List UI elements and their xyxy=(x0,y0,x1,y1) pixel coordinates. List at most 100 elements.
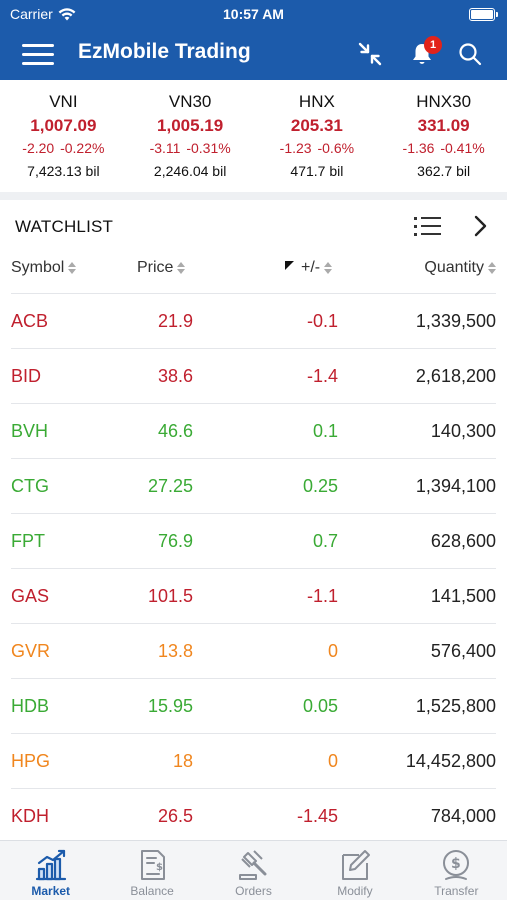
index-volume: 2,246.04 bil xyxy=(153,163,227,179)
index-vni[interactable]: VNI 1,007.09 -2.20 -0.22% 7,423.13 bil xyxy=(0,80,127,192)
index-change: -1.23 -0.6% xyxy=(254,140,381,156)
row-quantity: 2,618,200 xyxy=(415,366,496,386)
index-change-points: -1.36 xyxy=(402,140,435,156)
dollar-transfer-icon: $ xyxy=(443,850,470,880)
watchlist-row-ctg[interactable]: CTG 27.25 0.25 1,394,100 xyxy=(11,459,496,514)
tab-label: Modify xyxy=(337,884,373,898)
index-hnx30[interactable]: HNX30 331.09 -1.36 -0.41% 362.7 bil xyxy=(380,80,507,192)
row-price: 46.6 xyxy=(157,421,193,441)
carrier-label: Carrier xyxy=(10,6,53,22)
column-price[interactable]: Price xyxy=(137,259,186,277)
index-change: -2.20 -0.22% xyxy=(0,140,127,156)
index-name: HNX xyxy=(298,92,335,111)
hamburger-menu-button[interactable] xyxy=(22,39,58,69)
column-symbol[interactable]: Symbol xyxy=(11,259,77,277)
chevron-right-icon xyxy=(474,215,487,237)
market-indices: VNI 1,007.09 -2.20 -0.22% 7,423.13 bil V… xyxy=(0,80,507,192)
watchlist-title: WATCHLIST xyxy=(15,217,114,236)
tab-label: Transfer xyxy=(434,884,479,898)
index-vn30[interactable]: VN30 1,005.19 -3.11 -0.31% 2,246.04 bil xyxy=(127,80,254,192)
watchlist-row-acb[interactable]: ACB 21.9 -0.1 1,339,500 xyxy=(11,294,496,349)
watchlist-next-button[interactable] xyxy=(466,212,494,240)
row-quantity: 1,394,100 xyxy=(415,476,496,496)
watchlist-header: WATCHLIST xyxy=(0,200,507,252)
index-value: 1,007.09 xyxy=(30,116,97,135)
index-volume: 7,423.13 bil xyxy=(27,163,100,179)
app-header-bar: Carrier 10:57 AM EzMobile Trading xyxy=(0,0,507,80)
watchlist-rows: ACB 21.9 -0.1 1,339,500 BID 38.6 -1.4 2,618,200… xyxy=(11,294,496,844)
notifications-button[interactable]: 1 xyxy=(406,36,442,70)
index-change: -1.36 -0.41% xyxy=(380,140,507,156)
row-symbol: KDH xyxy=(11,806,50,826)
navigation-header: EzMobile Trading 1 xyxy=(0,30,507,80)
watchlist-row-fpt[interactable]: FPT 76.9 0.7 628,600 xyxy=(11,514,496,569)
row-quantity: 784,000 xyxy=(430,806,496,826)
tab-market[interactable]: Market xyxy=(0,841,101,900)
bottom-tab-bar: Market $ Balance Orders Modify $ Trans xyxy=(0,840,507,900)
sort-icon xyxy=(68,262,77,274)
collapse-button[interactable] xyxy=(354,38,386,70)
row-price: 26.5 xyxy=(157,806,193,826)
chart-icon xyxy=(35,849,66,881)
sort-icon xyxy=(177,262,186,274)
row-price: 13.8 xyxy=(157,641,193,661)
status-bar: Carrier 10:57 AM xyxy=(0,0,507,30)
index-change: -3.11 -0.31% xyxy=(127,140,254,156)
index-change-points: -3.11 xyxy=(149,140,181,156)
sort-icon xyxy=(324,262,333,274)
row-price: 101.5 xyxy=(147,586,193,606)
row-change: 0 xyxy=(327,641,338,661)
row-symbol: GVR xyxy=(11,641,51,661)
index-value: 1,005.19 xyxy=(157,116,224,135)
tab-transfer[interactable]: $ Transfer xyxy=(406,841,507,900)
watchlist-row-bid[interactable]: BID 38.6 -1.4 2,618,200 xyxy=(11,349,496,404)
row-quantity: 141,500 xyxy=(430,586,496,606)
tab-label: Market xyxy=(31,884,71,898)
row-symbol: BID xyxy=(11,366,42,386)
wifi-icon xyxy=(58,7,76,20)
column-symbol-label: Symbol xyxy=(11,259,65,276)
menu-line xyxy=(22,52,54,56)
row-symbol: BVH xyxy=(11,421,49,441)
row-change: -0.1 xyxy=(306,311,338,331)
watchlist-row-kdh[interactable]: KDH 26.5 -1.45 784,000 xyxy=(11,789,496,844)
notification-badge: 1 xyxy=(424,36,442,54)
row-price: 38.6 xyxy=(157,366,193,386)
tab-orders[interactable]: Orders xyxy=(203,841,304,900)
index-name: VNI xyxy=(49,92,78,111)
row-change: 0.05 xyxy=(302,696,338,716)
row-symbol: HPG xyxy=(11,751,51,771)
column-change[interactable]: +/- xyxy=(285,259,333,277)
watchlist-list-button[interactable] xyxy=(414,213,444,239)
column-change-label: +/- xyxy=(301,259,321,276)
search-button[interactable] xyxy=(454,38,486,70)
watchlist-row-hpg[interactable]: HPG 18 0 14,452,800 xyxy=(11,734,496,789)
index-change-percent: -0.22% xyxy=(60,140,105,156)
document-dollar-icon: $ xyxy=(141,850,166,880)
index-hnx[interactable]: HNX 205.31 -1.23 -0.6% 471.7 bil xyxy=(254,80,381,192)
watchlist-row-gvr[interactable]: GVR 13.8 0 576,400 xyxy=(11,624,496,679)
watchlist-row-hdb[interactable]: HDB 15.95 0.05 1,525,800 xyxy=(11,679,496,734)
row-quantity: 1,525,800 xyxy=(415,696,496,716)
row-symbol: CTG xyxy=(11,476,49,496)
row-change: 0.7 xyxy=(312,531,338,551)
row-symbol: GAS xyxy=(11,586,50,606)
sort-icon xyxy=(488,262,496,274)
column-quantity[interactable]: Quantity xyxy=(424,259,496,277)
index-name: VN30 xyxy=(168,92,212,111)
column-price-label: Price xyxy=(137,259,174,276)
watchlist-row-gas[interactable]: GAS 101.5 -1.1 141,500 xyxy=(11,569,496,624)
row-change: -1.1 xyxy=(306,586,338,606)
tab-modify[interactable]: Modify xyxy=(304,841,405,900)
row-quantity: 628,600 xyxy=(430,531,496,551)
tab-balance[interactable]: $ Balance xyxy=(101,841,202,900)
row-change: 0.1 xyxy=(312,421,338,441)
column-quantity-label: Quantity xyxy=(424,259,484,276)
index-volume: 471.7 bil xyxy=(290,163,344,179)
section-divider xyxy=(0,192,507,200)
watchlist-row-bvh[interactable]: BVH 46.6 0.1 140,300 xyxy=(11,404,496,459)
index-change-percent: -0.6% xyxy=(317,140,355,156)
carrier-info: Carrier xyxy=(10,6,76,22)
row-quantity: 140,300 xyxy=(430,421,496,441)
svg-text:$: $ xyxy=(451,856,461,872)
